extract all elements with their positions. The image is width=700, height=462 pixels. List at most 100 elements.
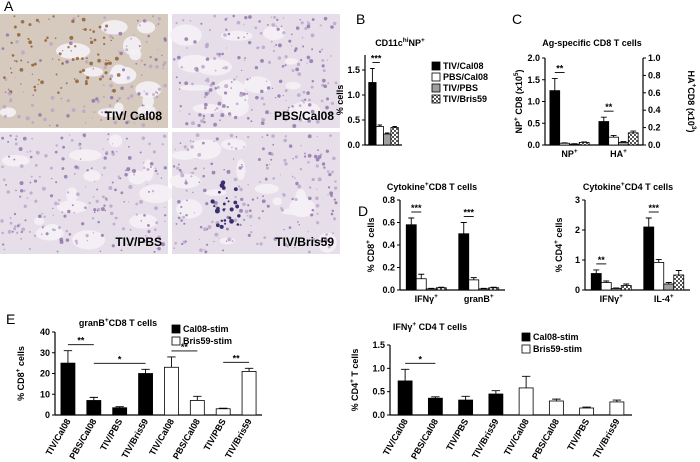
tissue-spot: [225, 28, 228, 31]
tissue-spot: [91, 98, 96, 103]
tissue-spot: [246, 78, 249, 81]
tissue-spot: [79, 70, 82, 74]
tissue-spot: [155, 65, 159, 69]
tissue-spot: [20, 19, 25, 24]
tissue-spot: [250, 120, 253, 123]
error-bar: [392, 126, 397, 128]
tissue-spot: [71, 58, 75, 61]
bar: [189, 400, 205, 416]
x-tick-label: IFNγ+: [600, 293, 624, 304]
x-tick-label: TIV/Cal08: [502, 417, 531, 457]
tissue-spot: [3, 114, 7, 119]
tissue-spot: [133, 122, 136, 124]
error-bar: [613, 287, 620, 289]
tissue-spot: [121, 112, 125, 116]
tissue-spot: [179, 142, 182, 144]
tissue-spot: [156, 92, 159, 94]
error-bar: [63, 350, 73, 364]
tissue-spot: [228, 113, 232, 117]
tissue-spot: [15, 60, 18, 63]
tissue-spot: [261, 117, 266, 122]
tissue-spot: [191, 82, 194, 86]
tissue-spot: [210, 113, 214, 118]
tissue-spot: [101, 111, 103, 113]
tissue-spot: [221, 52, 224, 56]
tissue-spot: [288, 144, 293, 148]
tissue-spot: [101, 173, 103, 176]
tissue-spot: [104, 62, 108, 66]
tissue-spot: [284, 55, 288, 59]
tissue-spot: [193, 40, 197, 44]
tissue-spot: [20, 83, 22, 85]
tissue-spot: [40, 233, 43, 236]
tissue-spot: [262, 102, 266, 106]
tissue-spot: [191, 171, 195, 175]
tissue-spot: [192, 191, 194, 194]
airspace: [68, 149, 102, 162]
legend-swatch: [431, 61, 441, 71]
tissue-spot: [26, 197, 29, 199]
tissue-spot: [246, 215, 249, 217]
tissue-spot: [126, 96, 130, 100]
tissue-spot: [297, 184, 302, 189]
tissue-spot: [149, 56, 152, 59]
tissue-spot: [103, 204, 106, 207]
tissue-spot: [33, 234, 37, 238]
tissue-spot: [61, 62, 64, 65]
tissue-spot: [58, 58, 60, 61]
tissue-spot: [76, 192, 80, 197]
tissue-spot: [9, 217, 12, 219]
y-axis-label: % CD8+ cells: [15, 346, 26, 401]
tissue-spot: [13, 225, 17, 228]
tissue-spot: [102, 36, 106, 40]
tissue-spot: [155, 91, 157, 93]
tissue-spot: [147, 224, 150, 227]
tissue-spot: [321, 59, 325, 62]
tissue-spot: [244, 15, 248, 20]
tissue-spot: [324, 238, 328, 243]
tissue-spot: [125, 169, 127, 172]
tissue-spot: [125, 121, 129, 125]
tissue-spot: [321, 162, 326, 166]
significance-label: **: [181, 342, 189, 352]
tissue-spot: [44, 39, 48, 42]
chart-title: Cytokine+CD4 T cells: [583, 181, 673, 192]
tissue-spot: [51, 58, 54, 60]
tissue-spot: [315, 157, 320, 162]
tissue-spot: [275, 44, 278, 46]
tissue-spot: [207, 91, 210, 95]
tissue-spot: [126, 76, 131, 80]
airspace: [179, 84, 211, 91]
tissue-spot: [239, 208, 243, 213]
significance-label: **: [233, 353, 241, 363]
tissue-spot: [23, 204, 28, 208]
tissue-spot: [323, 16, 328, 21]
tissue-spot: [328, 172, 332, 177]
tissue-spot: [93, 180, 96, 183]
tissue-spot: [38, 214, 42, 219]
tissue-spot: [273, 15, 277, 19]
tissue-spot: [93, 38, 97, 42]
tissue-spot: [156, 247, 158, 250]
tissue-spot: [26, 151, 29, 153]
tick-label: 0.5: [347, 115, 360, 125]
tissue-spot: [243, 36, 245, 38]
tissue-spot: [184, 179, 187, 182]
tissue-spot: [60, 97, 63, 100]
tissue-spot: [14, 25, 17, 29]
label-part: IFNγ: [415, 294, 435, 304]
chart-title: CD11chiNP+: [375, 37, 425, 48]
tissue-spot: [188, 112, 191, 116]
tissue-spot: [268, 151, 272, 156]
tissue-spot: [133, 173, 136, 176]
tissue-spot: [95, 199, 99, 203]
tissue-spot: [226, 17, 229, 19]
tissue-spot: [125, 137, 128, 140]
tissue-spot: [162, 134, 167, 138]
tissue-spot: [273, 46, 275, 48]
tissue-spot: [120, 191, 124, 195]
tissue-spot: [302, 90, 306, 94]
tissue-spot: [202, 117, 205, 120]
airspace: [137, 104, 156, 118]
legend-swatch: [431, 83, 441, 93]
